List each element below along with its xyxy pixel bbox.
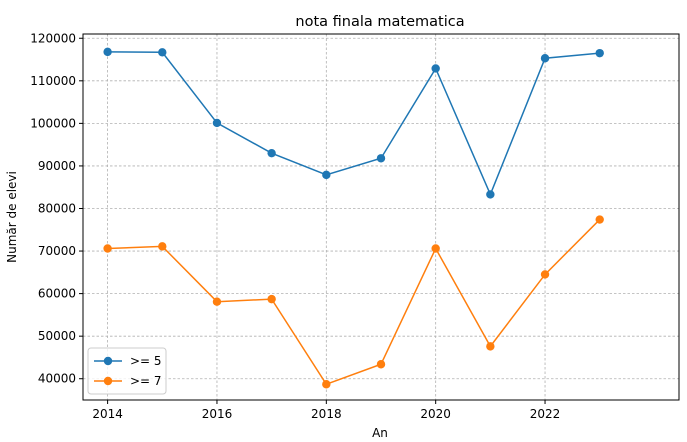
x-tick-label: 2020 (420, 407, 451, 421)
chart-title: nota finala matematica (295, 14, 464, 30)
data-point (595, 215, 604, 224)
x-tick-label: 2018 (311, 407, 342, 421)
series-2 (103, 215, 604, 389)
x-tick-label: 2014 (92, 407, 123, 421)
data-point (540, 270, 550, 279)
data-point (103, 47, 112, 57)
data-point (212, 118, 222, 128)
legend-marker (103, 376, 113, 386)
x-tick-label: 2022 (530, 407, 561, 421)
legend: >= 5 >= 7 (87, 347, 167, 395)
data-point (322, 380, 331, 389)
x-axis-label: An (372, 426, 388, 440)
y-tick-label: 50000 (38, 329, 76, 343)
data-point (376, 154, 386, 163)
data-point (103, 244, 112, 253)
series-layer (103, 47, 604, 389)
data-point (540, 54, 550, 63)
data-point (212, 297, 222, 306)
legend-label: >= 7 (130, 374, 162, 388)
y-tick-label: 110000 (30, 74, 76, 88)
series-1 (103, 47, 604, 199)
grid (83, 34, 679, 400)
legend-label: >= 5 (130, 354, 162, 368)
data-point (486, 342, 495, 351)
data-point (322, 170, 331, 180)
y-axis-label: Număr de elevi (5, 171, 19, 263)
y-tick-label: 40000 (38, 372, 76, 386)
legend-marker (103, 356, 113, 366)
data-point (267, 294, 276, 304)
y-tick-label: 100000 (30, 116, 76, 130)
data-point (431, 244, 440, 253)
plot-frame (82, 33, 680, 401)
data-point (486, 190, 495, 199)
data-point (431, 64, 440, 73)
axes: 2014 2016 2018 2020 2022 40000 50000 60000 70000… (30, 31, 680, 421)
data-point (376, 360, 386, 369)
legend-item: >= 5 (94, 354, 162, 368)
y-tick-label: 120000 (30, 31, 76, 45)
y-tick-label: 70000 (38, 244, 76, 258)
data-point (158, 242, 167, 251)
y-tick-label: 90000 (38, 159, 76, 173)
y-tick-label: 80000 (38, 201, 76, 215)
x-tick-label: 2016 (202, 407, 233, 421)
series-line (107, 219, 601, 386)
series-line (107, 51, 600, 197)
data-point (595, 48, 604, 58)
legend-item: >= 7 (94, 374, 162, 388)
data-point (267, 148, 276, 158)
y-tick-label: 60000 (38, 287, 76, 301)
data-point (158, 48, 167, 57)
